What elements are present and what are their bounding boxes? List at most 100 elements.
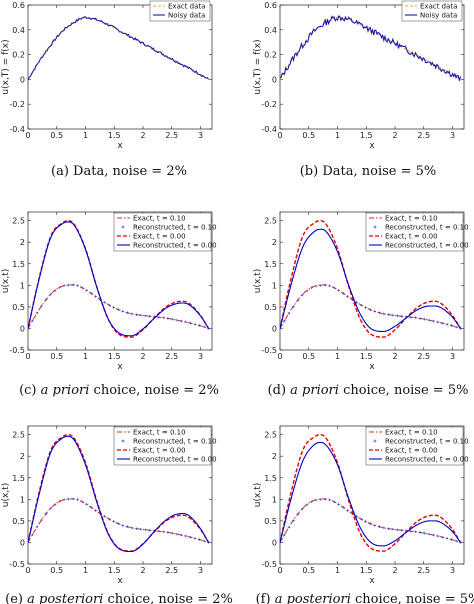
- marker-plus: [310, 286, 313, 290]
- x-tick-label: 2.5: [165, 352, 178, 361]
- legend-entry-noisy: Noisy data: [420, 12, 457, 20]
- marker-plus: [67, 283, 70, 287]
- marker-plus: [364, 306, 368, 309]
- marker-plus: [121, 524, 125, 527]
- marker-plus: [162, 530, 165, 534]
- marker-plus: [418, 531, 422, 534]
- marker-plus: [280, 541, 282, 544]
- marker-plus: [180, 319, 183, 323]
- x-tick-label: 1: [83, 566, 88, 575]
- y-tick-label: 0.5: [12, 517, 25, 526]
- marker-plus: [310, 500, 313, 504]
- marker-plus: [67, 497, 70, 501]
- legend-swatch: [121, 439, 125, 443]
- caption-a: (a) Data, noise = 2%: [51, 164, 187, 179]
- y-tick-label: 0.6: [12, 1, 25, 10]
- axes-frame: [27, 425, 213, 565]
- marker-plus: [436, 534, 440, 538]
- marker-plus: [175, 532, 179, 536]
- marker-plus: [202, 539, 206, 543]
- marker-plus: [382, 526, 386, 530]
- y-axis-label: u(x,t): [1, 483, 11, 507]
- series-reconstructed-t000: [28, 221, 210, 337]
- legend-box: [113, 212, 212, 252]
- marker-plus: [148, 528, 152, 532]
- x-tick-label: 1.5: [108, 352, 121, 361]
- x-tick-label: 1: [83, 352, 88, 361]
- x-tick-label: 0.5: [50, 131, 63, 140]
- legend-swatch: [373, 439, 377, 443]
- legend-entry: Exact, t = 0.00: [133, 447, 186, 455]
- marker-plus: [450, 538, 453, 541]
- legend-entry: Reconstructed, t = 0.00: [133, 242, 217, 250]
- x-tick-label: 0: [25, 566, 30, 575]
- legend-entry-noisy: Noisy data: [168, 12, 205, 20]
- axes-frame: [27, 4, 213, 130]
- panel-c: 0 0.5 1 1.5 2 2.5 3-0.500.511.522.5xu(x,t)Exac…: [1, 211, 217, 372]
- marker-plus: [378, 525, 381, 529]
- marker-plus: [355, 301, 359, 304]
- y-tick-label: 0.4: [12, 26, 25, 35]
- marker-plus: [139, 527, 143, 531]
- marker-plus: [305, 289, 309, 293]
- marker-plus: [378, 311, 381, 315]
- axes-frame: [279, 425, 465, 565]
- legend-box: [365, 426, 464, 466]
- x-tick-label: 2: [140, 352, 145, 361]
- legend-entry: Exact, t = 0.00: [385, 447, 438, 455]
- y-tick-label: 0: [20, 324, 25, 333]
- marker-plus: [296, 512, 300, 516]
- marker-plus: [332, 286, 336, 290]
- legend-entry: Exact, t = 0.10: [385, 429, 438, 437]
- marker-plus: [450, 324, 453, 327]
- caption-d: (d) a priori choice, noise = 5%: [268, 383, 469, 398]
- x-tick-label: 1: [83, 131, 88, 140]
- x-tick-label: 1: [335, 352, 340, 361]
- y-tick-label: 0: [272, 538, 277, 547]
- series-reconstructed-t010: [28, 283, 210, 330]
- x-tick-label: 2: [392, 566, 397, 575]
- marker-plus: [432, 319, 435, 323]
- y-tick-label: -0.4: [9, 125, 25, 134]
- legend-box: [365, 212, 464, 252]
- marker-plus: [107, 303, 111, 307]
- marker-plus: [400, 314, 404, 318]
- marker-plus: [112, 306, 116, 309]
- series-exact-t000: [28, 219, 210, 338]
- legend-entry: Reconstructed, t = 0.10: [385, 224, 469, 232]
- marker-plus: [337, 288, 340, 292]
- marker-plus: [454, 539, 458, 543]
- x-tick-label: 0.5: [302, 566, 315, 575]
- marker-plus: [319, 498, 322, 501]
- marker-plus: [135, 527, 138, 530]
- marker-plus: [328, 498, 331, 502]
- marker-plus: [40, 304, 43, 308]
- y-tick-label: 0.5: [264, 517, 277, 526]
- marker-plus: [280, 327, 282, 330]
- series-exact-t000: [280, 219, 462, 338]
- marker-plus: [382, 312, 386, 316]
- marker-plus: [359, 303, 363, 307]
- marker-plus: [189, 535, 192, 539]
- y-tick-label: 0: [20, 538, 25, 547]
- axes-frame: [279, 4, 465, 130]
- marker-plus: [103, 515, 107, 518]
- x-tick-label: 3: [198, 352, 203, 361]
- marker-plus: [135, 313, 138, 316]
- marker-plus: [35, 525, 39, 529]
- marker-plus: [400, 528, 404, 532]
- x-tick-label: 2.5: [165, 131, 178, 140]
- marker-plus: [130, 526, 134, 530]
- series-exact-data: [280, 16, 461, 80]
- marker-plus: [373, 310, 377, 313]
- marker-plus: [193, 537, 197, 540]
- marker-plus: [287, 311, 291, 315]
- x-tick-label: 2.5: [417, 352, 430, 361]
- y-tick-label: 0.5: [264, 303, 277, 312]
- series-exact-t000: [280, 433, 462, 552]
